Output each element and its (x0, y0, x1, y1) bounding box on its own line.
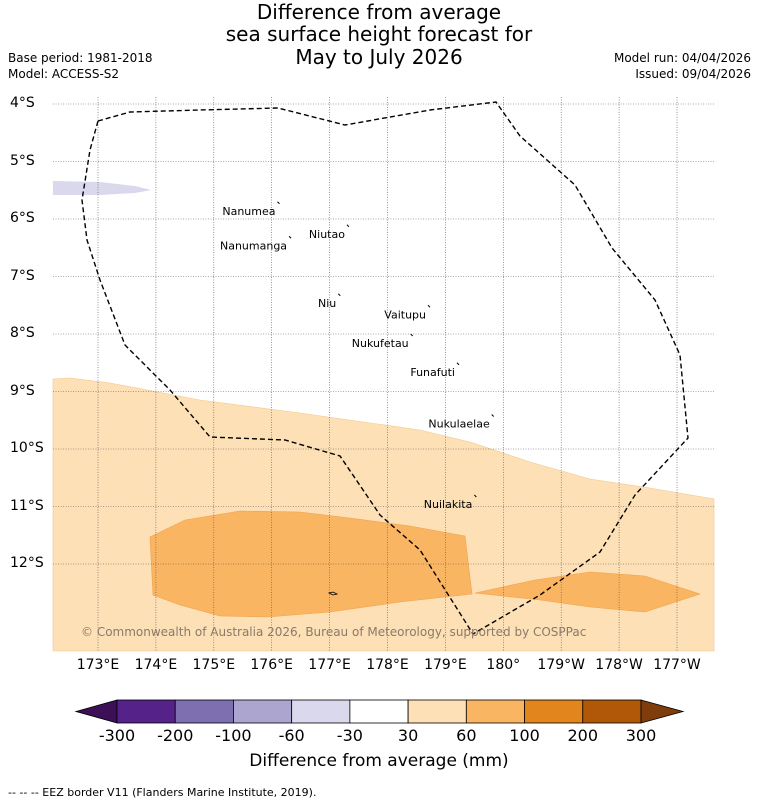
title-line-2: sea surface height forecast for (225, 22, 533, 46)
colorbar-segment (524, 699, 584, 724)
issued-date: Issued: 09/04/2026 (635, 67, 751, 81)
anomaly-region-60-100-east (474, 571, 701, 613)
colorbar-tick-label: -60 (278, 726, 305, 745)
anomaly-region-neg-30-60 (53, 181, 151, 195)
island-marker (491, 414, 495, 417)
colorbar-tick-label: 200 (567, 726, 599, 745)
island-marker (288, 235, 292, 239)
colorbar-segment (174, 699, 234, 724)
island-marker (427, 304, 431, 308)
title-line-1: Difference from average (256, 0, 502, 24)
lat-label: 6°S (10, 210, 35, 226)
island-label: Nuilakita (424, 498, 473, 511)
lon-label: 178°E (366, 657, 409, 673)
colorbar-segment (465, 699, 525, 724)
lat-label: 12°S (10, 555, 44, 571)
lon-label: 175°E (192, 657, 236, 673)
graticule (53, 97, 714, 651)
lat-label: 4°S (10, 95, 35, 111)
island-label: Niu (318, 297, 336, 310)
eez-border (81, 101, 689, 635)
island-marker (456, 362, 460, 366)
lon-label: 176°E (250, 657, 293, 673)
colorbar-segment (407, 699, 467, 724)
colorbar-extend-high (640, 699, 685, 724)
lat-label: 9°S (10, 382, 35, 399)
copyright-text: © Commonwealth of Australia 2026, Bureau… (81, 625, 586, 639)
colorbar-extend-low (74, 699, 118, 724)
island-label: Vaitupu (384, 308, 426, 321)
lon-label: 177°W (653, 657, 701, 673)
colorbar-tick-label: 30 (397, 726, 419, 745)
colorbar-tick-label: 300 (625, 726, 657, 745)
colorbar (74, 699, 685, 724)
colorbar-segment (116, 699, 176, 724)
island-label: Nukulaelae (428, 418, 490, 431)
island-marker (346, 224, 350, 228)
lon-label: 177°E (308, 657, 351, 673)
colorbar-segment (582, 699, 642, 724)
colorbar-segment (291, 699, 351, 724)
model-name: Model: ACCESS-S2 (8, 67, 120, 81)
title-line-3: May to July 2026 (295, 45, 463, 69)
model-run: Model run: 04/04/2026 (613, 51, 751, 65)
island-marker (337, 293, 341, 297)
island-label: Niutao (309, 228, 345, 241)
island-label: Nukufetau (352, 337, 409, 350)
islands-layer: Nanumea Nanumanga Niutao Niu Vaitupu Nukufeta… (220, 201, 495, 511)
island-marker (277, 201, 280, 205)
colorbar-tick-label: -300 (98, 726, 136, 745)
lon-label: 178°W (595, 657, 643, 673)
lat-label: 11°S (10, 497, 44, 514)
colorbar-tick-label: 100 (509, 726, 540, 745)
colorbar-title: Difference from average (mm) (249, 751, 509, 771)
colorbar-tick-label: -200 (157, 726, 194, 745)
island-marker (410, 333, 414, 337)
lat-label: 7°S (10, 267, 35, 284)
lon-label: 174°E (134, 657, 178, 673)
lon-label: 179°W (537, 657, 585, 673)
island-label: Funafuti (410, 366, 455, 379)
lat-label: 8°S (10, 325, 35, 341)
base-period: Base period: 1981-2018 (8, 51, 153, 65)
lat-label: 5°S (10, 152, 35, 169)
colorbar-segment (233, 699, 293, 724)
reef-outline (327, 591, 339, 596)
colorbar-segment (349, 699, 409, 724)
lon-label: 173°E (76, 657, 120, 673)
lon-label: 179°E (424, 657, 467, 673)
island-label: Nanumanga (220, 239, 287, 252)
lat-label: 10°S (10, 440, 44, 456)
island-marker (473, 494, 477, 498)
colorbar-tick-label: -100 (215, 726, 252, 745)
island-label: Nanumea (222, 205, 275, 218)
colorbar-tick-label: 60 (456, 726, 477, 745)
colorbar-tick-label: -30 (336, 726, 363, 745)
eez-footnote: -- -- -- EEZ border V11 (Flanders Marine… (8, 786, 317, 799)
lon-label: 180° (486, 657, 521, 673)
